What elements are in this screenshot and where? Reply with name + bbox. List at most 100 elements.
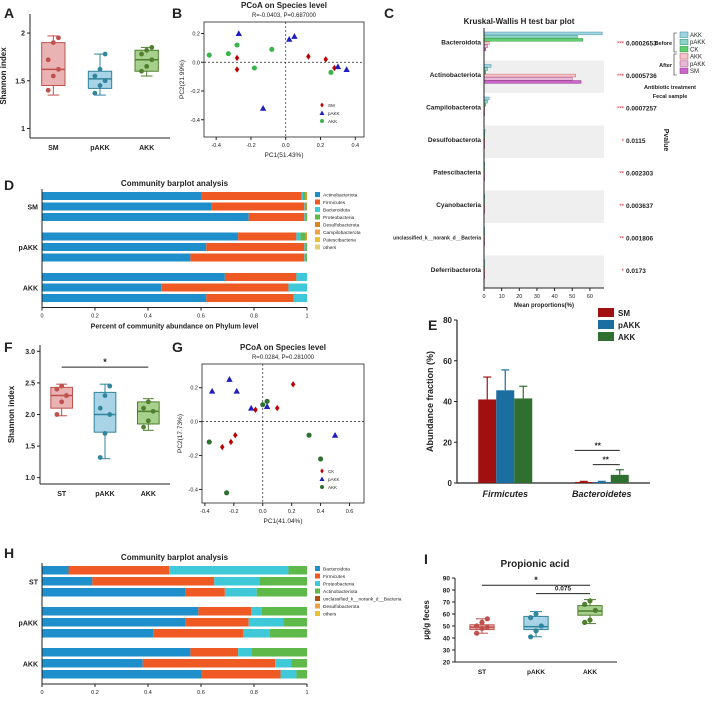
data-point: [328, 69, 334, 75]
legend-label: Patescibacteria: [323, 238, 356, 244]
y-tick-label: 2.5: [25, 380, 35, 387]
legend-swatch: [679, 46, 689, 53]
bar-segment: [283, 618, 307, 627]
y-tick-label: 0.0: [192, 60, 200, 66]
data-point: [97, 83, 103, 88]
chart-title: Community barplot analysis: [121, 179, 229, 188]
taxon-label: unclassified_k__norank_d__Bacteria: [393, 235, 481, 241]
x-tick-label: -0.2: [229, 509, 238, 515]
data-point: [206, 52, 212, 58]
p-value: 0.003637: [626, 203, 653, 210]
data-point: [141, 405, 146, 411]
data-point: [224, 490, 230, 496]
data-point: [54, 412, 60, 417]
data-point: [206, 439, 212, 445]
data-point: [528, 615, 534, 621]
legend-swatch: [679, 53, 689, 60]
bar: [483, 99, 488, 104]
bar-segment: [305, 232, 307, 241]
legend-label: pAKK: [690, 40, 705, 46]
y-tick-label: 60: [443, 357, 452, 366]
bar-segment: [251, 648, 307, 657]
y-tick-label: 3.0: [25, 349, 35, 356]
plot-frame: [201, 363, 365, 504]
bar-segment: [304, 213, 306, 221]
bar-segment: [190, 253, 305, 262]
y-tick-label: 80: [443, 588, 451, 595]
bar-segment: [42, 670, 201, 679]
x-axis-label: Mean proportions(%): [514, 303, 574, 309]
significance-label: **: [603, 456, 610, 465]
panel-letter: E: [428, 317, 437, 333]
data-point: [484, 624, 490, 630]
data-point: [247, 404, 255, 411]
bar-segment: [42, 283, 162, 292]
bar-segment: [42, 243, 207, 251]
bar-segment: [206, 294, 294, 302]
data-point: [479, 625, 485, 632]
panel-letter: I: [424, 551, 428, 567]
legend-marker: [319, 110, 325, 115]
data-point: [306, 432, 312, 438]
panel-i-boxplot: I Propionic acid 20 30 40 50 60 70 80 90 μg/g fece…: [422, 551, 617, 676]
x-tick-label: ST: [478, 669, 486, 676]
legend-label: AKK: [328, 119, 337, 124]
panel-letter: H: [4, 545, 14, 561]
y-tick-label: 50: [443, 624, 451, 631]
x-tick-label: AKK: [139, 145, 154, 152]
significance-stars: **: [619, 236, 624, 242]
x-axis-label: PC1(51.43%): [264, 152, 303, 159]
data-point: [582, 619, 588, 626]
bar-segment: [304, 253, 306, 262]
bar-segment: [288, 566, 307, 575]
y-tick-label: 1.5: [15, 78, 25, 85]
significance-label: **: [595, 441, 602, 450]
x-tick-label: AKK: [141, 491, 156, 498]
bar-segment: [161, 283, 289, 292]
significance-label: 0.075: [555, 586, 572, 593]
legend-swatch: [315, 566, 320, 571]
bar-segment: [201, 192, 302, 200]
legend-label: AKK: [618, 333, 636, 342]
bar-segment: [305, 192, 307, 200]
data-point: [331, 431, 339, 438]
legend-swatch: [315, 603, 320, 609]
y-axis-label: PC2(21.99%): [179, 60, 186, 99]
significance-stars: ***: [617, 74, 625, 80]
data-point: [291, 33, 298, 39]
legend-swatch: [598, 332, 614, 341]
bar-segment: [42, 202, 212, 211]
bar-segment: [42, 577, 93, 586]
data-point: [64, 393, 69, 398]
legend-label: pAKK: [690, 62, 705, 68]
bar: [483, 44, 488, 48]
data-point: [235, 30, 242, 37]
bar-segment: [291, 659, 307, 668]
p-value: 0.001806: [626, 235, 653, 242]
significance-label: *: [103, 357, 107, 367]
legend-swatch: [315, 596, 320, 601]
p-value: 0.0173: [626, 268, 646, 275]
bar-segment: [306, 202, 307, 211]
panel-letter: G: [172, 339, 183, 355]
bar: [483, 77, 573, 81]
box: [523, 615, 549, 631]
x-tick-label: 0: [40, 314, 43, 320]
significance-stars: **: [619, 204, 624, 210]
data-point: [323, 56, 328, 63]
x-axis-label: Percent of community abundance on Phylum…: [91, 324, 259, 331]
x-tick-label: 50: [569, 294, 575, 300]
bar: [496, 390, 515, 483]
legend-swatch: [315, 214, 320, 220]
data-point: [97, 405, 103, 411]
data-point: [102, 78, 108, 84]
panel-b-pcoa: B -0.4 -0.2 0.0 0.2 0.4 -0.4 -0.2 0.0 0.2 PCoA on …: [172, 1, 365, 159]
y-axis-label: Abundance fraction (%): [425, 351, 435, 452]
data-point: [286, 36, 293, 42]
legend-label: pAKK: [618, 321, 640, 330]
chart-stats: R=-0.0403, P=0.687000: [252, 13, 317, 19]
panel-g-pcoa: G -0.4 -0.2 0.0 0.2 0.4 0.6 -0.4 -0.2 0.0 0.2 PCoA …: [172, 339, 365, 525]
data-point: [208, 387, 216, 394]
legend-label: others: [323, 245, 337, 251]
legend-label: CK: [328, 469, 334, 474]
